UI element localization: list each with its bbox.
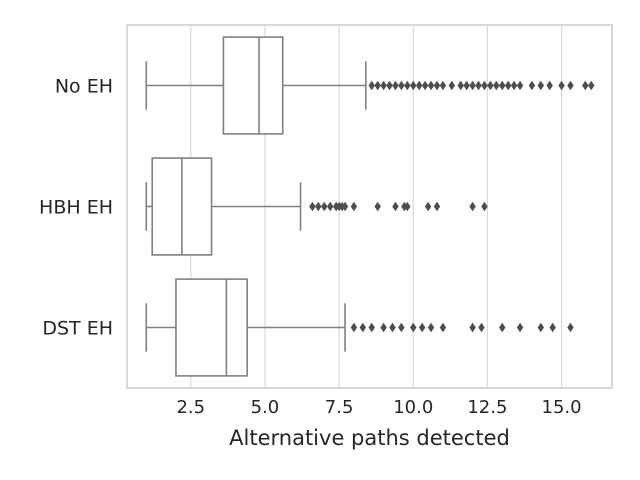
outlier-point bbox=[380, 80, 387, 91]
outlier-point bbox=[469, 80, 476, 91]
outlier-point bbox=[567, 322, 574, 333]
outlier-point bbox=[510, 80, 518, 91]
outlier-point bbox=[418, 322, 426, 333]
outlier-point bbox=[404, 201, 411, 212]
outlier-point bbox=[439, 322, 447, 333]
outlier-point bbox=[448, 80, 456, 91]
outlier-point bbox=[386, 80, 393, 91]
y-category-label: HBH EH bbox=[39, 197, 113, 219]
outlier-point bbox=[392, 80, 399, 91]
outlier-point bbox=[528, 80, 536, 91]
x-tick-label: 10.0 bbox=[393, 397, 433, 418]
outlier-point bbox=[326, 201, 334, 212]
outlier-point bbox=[421, 80, 429, 91]
outlier-point bbox=[398, 322, 405, 333]
outlier-point bbox=[368, 80, 375, 91]
outlier-point bbox=[463, 80, 470, 91]
outlier-point bbox=[341, 201, 349, 212]
outlier-point bbox=[427, 80, 435, 91]
box-group bbox=[145, 278, 574, 377]
outlier-point bbox=[398, 80, 405, 91]
outlier-point bbox=[546, 80, 553, 91]
x-tick-labels: 2.5 5.0 7.5 10.0 12.5 15.0 bbox=[176, 397, 581, 418]
outlier-point bbox=[315, 201, 322, 212]
box-iqr bbox=[222, 36, 284, 135]
box-iqr bbox=[175, 278, 248, 377]
outlier-point bbox=[374, 201, 381, 212]
x-tick-label: 7.5 bbox=[325, 397, 354, 418]
outlier-point bbox=[469, 201, 476, 212]
outlier-point bbox=[433, 201, 441, 212]
outlier-point bbox=[537, 322, 545, 333]
outlier-point bbox=[415, 80, 423, 91]
outlier-point bbox=[389, 322, 396, 333]
outlier-point bbox=[439, 80, 447, 91]
outlier-point bbox=[424, 201, 432, 212]
outlier-point bbox=[350, 322, 358, 333]
plot-frame bbox=[126, 24, 613, 389]
outlier-point bbox=[404, 80, 411, 91]
outlier-point bbox=[558, 80, 565, 91]
outlier-point bbox=[516, 322, 524, 333]
y-category-label: DST EH bbox=[42, 318, 113, 340]
box-group bbox=[145, 157, 488, 256]
outlier-point bbox=[433, 80, 441, 91]
outlier-point bbox=[410, 322, 417, 333]
outlier-point bbox=[481, 201, 488, 212]
x-tick-label: 12.5 bbox=[467, 397, 507, 418]
x-tick-label: 5.0 bbox=[251, 397, 280, 418]
outlier-point bbox=[487, 80, 494, 91]
y-category-labels: No EH HBH EH DST EH bbox=[39, 76, 113, 340]
x-axis-title: Alternative paths detected bbox=[229, 426, 510, 450]
y-category-label: No EH bbox=[55, 76, 113, 98]
outlier-point bbox=[321, 201, 328, 212]
outlier-point bbox=[475, 80, 482, 91]
outlier-point bbox=[457, 80, 464, 91]
outlier-point bbox=[380, 322, 387, 333]
boxes bbox=[145, 36, 595, 377]
outlier-point bbox=[368, 322, 375, 333]
outlier-point bbox=[499, 80, 506, 91]
outlier-point bbox=[493, 80, 500, 91]
outlier-point bbox=[549, 322, 556, 333]
outlier-point bbox=[499, 322, 506, 333]
box-group bbox=[145, 36, 595, 135]
outlier-point bbox=[359, 322, 367, 333]
outlier-point bbox=[567, 80, 574, 91]
outlier-point bbox=[481, 80, 488, 91]
outlier-point bbox=[504, 80, 512, 91]
outlier-point bbox=[309, 201, 316, 212]
outlier-point bbox=[410, 80, 417, 91]
outlier-point bbox=[516, 80, 524, 91]
outlier-point bbox=[537, 80, 545, 91]
outlier-point bbox=[469, 322, 476, 333]
x-tick-label: 2.5 bbox=[176, 397, 205, 418]
outlier-point bbox=[478, 322, 485, 333]
outlier-point bbox=[427, 322, 435, 333]
outlier-point bbox=[582, 80, 589, 91]
outlier-point bbox=[392, 201, 399, 212]
outlier-point bbox=[374, 80, 381, 91]
x-tick-label: 15.0 bbox=[542, 397, 582, 418]
outlier-point bbox=[350, 201, 358, 212]
outlier-point bbox=[588, 80, 595, 91]
